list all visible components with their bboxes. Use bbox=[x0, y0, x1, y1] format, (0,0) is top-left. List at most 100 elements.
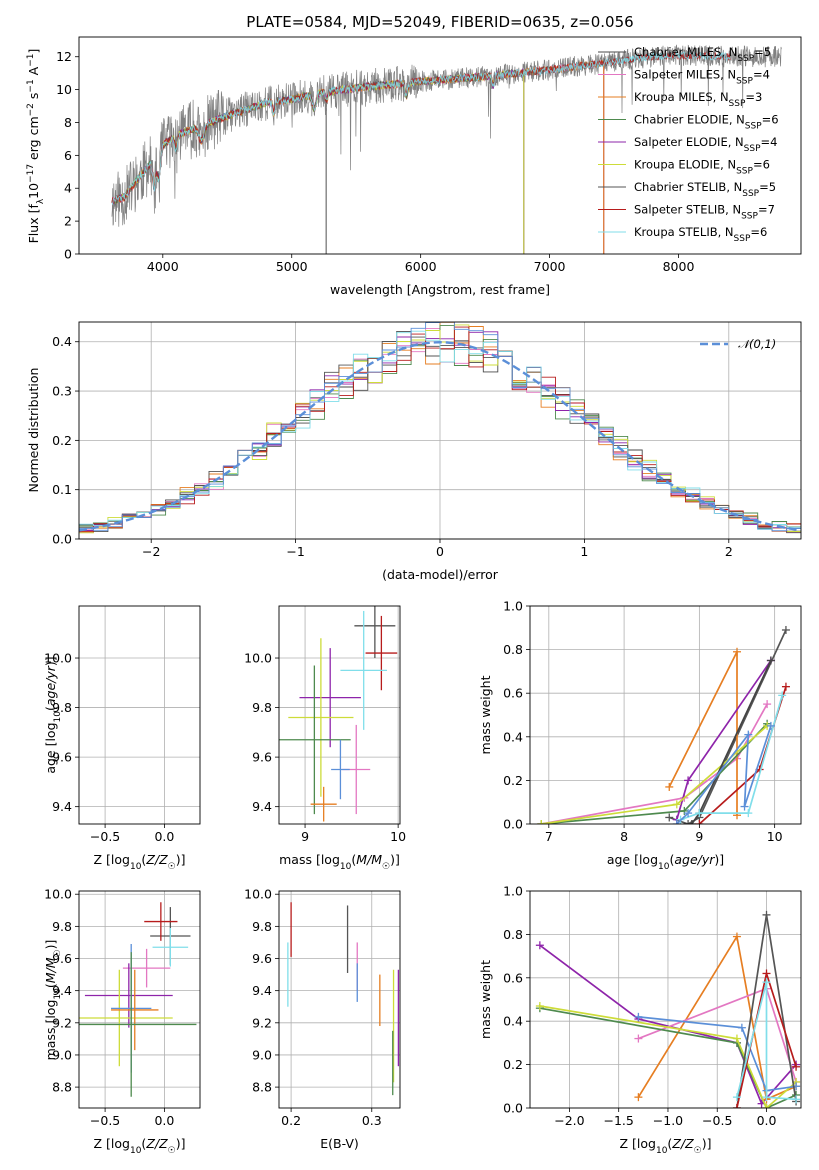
y-axis-label: mass weight bbox=[478, 960, 493, 1039]
massweight-vs-age-panel-plot bbox=[537, 625, 790, 824]
x-tick-label: −1.5 bbox=[604, 1113, 634, 1128]
y-tick-label: 9.6 bbox=[52, 951, 72, 966]
y-tick-label: 10.0 bbox=[44, 651, 72, 666]
y-tick-label: 8.8 bbox=[252, 1080, 272, 1095]
mass-vs-EBV-panel-plot bbox=[287, 902, 400, 1096]
x-tick-label: −2 bbox=[142, 544, 160, 559]
x-tick-label: 9 bbox=[301, 829, 309, 844]
y-tick-label: 0.0 bbox=[503, 817, 523, 832]
x-tick-label: 0.0 bbox=[154, 1113, 174, 1128]
y-tick-label: 9.0 bbox=[52, 1047, 72, 1062]
x-tick-label: −0.5 bbox=[90, 829, 120, 844]
y-tick-label: 9.2 bbox=[52, 1015, 72, 1030]
x-axis-label: Z [log10(Z/Z☉)] bbox=[94, 1136, 186, 1156]
x-tick-label: −1.0 bbox=[653, 1113, 683, 1128]
y-tick-label: 0.8 bbox=[503, 642, 523, 657]
y-tick-label: 9.6 bbox=[252, 951, 272, 966]
massweight-vs-Z-panel: −2.0 −1.5 −1.0 −0.5 0.0 0.0 0.2 0.4 0.6 0.8 1.0 Z [… bbox=[478, 884, 802, 1156]
massweight-vs-age-panel: 7 8 9 10 0.0 0.2 0.4 0.6 0.8 1.0 age [log10(age/yr… bbox=[478, 599, 802, 872]
y-axis-label: Flux [fλ10−17 erg cm−2 s−1 A−1] bbox=[26, 49, 46, 244]
y-tick-label: 9.4 bbox=[52, 983, 72, 998]
axes-frame bbox=[529, 605, 802, 825]
massweight-vs-Z-panel-plot bbox=[535, 910, 801, 1108]
x-tick-label: 7 bbox=[545, 829, 553, 844]
y-axis-label: age [log10(age/yr)] bbox=[43, 656, 63, 773]
legend-label: 𝒩(0,1) bbox=[738, 337, 776, 351]
axes-frame bbox=[278, 605, 401, 825]
model-fit-line bbox=[111, 50, 731, 206]
axes-frame bbox=[78, 321, 802, 540]
y-tick-label: 9.6 bbox=[252, 750, 272, 765]
legend-label: Kroupa STELIB, NSSP=6 bbox=[634, 225, 767, 244]
mass-weight-line bbox=[736, 981, 797, 1101]
x-tick-label: −0.5 bbox=[702, 1113, 732, 1128]
x-tick-label: 1 bbox=[580, 544, 588, 559]
y-tick-label: 9.0 bbox=[252, 1047, 272, 1062]
age-vs-Z-panel-plot bbox=[78, 589, 198, 857]
legend-label: Salpeter STELIB, NSSP=7 bbox=[634, 203, 775, 222]
y-tick-label: 0.6 bbox=[503, 686, 523, 701]
y-tick-label: 0.4 bbox=[52, 334, 72, 349]
axes-frame bbox=[78, 605, 201, 825]
mass-weight-line bbox=[541, 723, 768, 824]
y-tick-label: 9.2 bbox=[252, 1015, 272, 1030]
axes-frame bbox=[78, 890, 201, 1109]
y-axis-label: mass weight bbox=[478, 675, 493, 754]
mass-vs-Z-panel-plot bbox=[79, 902, 197, 1097]
x-tick-label: 9 bbox=[695, 829, 703, 844]
x-tick-label: 0.0 bbox=[154, 829, 174, 844]
normal-reference-curve bbox=[79, 340, 801, 532]
mass-weight-line bbox=[691, 660, 772, 824]
x-tick-label: −1 bbox=[286, 544, 304, 559]
y-tick-label: 1.0 bbox=[503, 884, 523, 899]
x-tick-label: 8 bbox=[620, 829, 628, 844]
spectrum-plot bbox=[111, 44, 782, 254]
y-tick-label: 1.0 bbox=[503, 599, 523, 614]
x-axis-label: Z [log10(Z/Z☉)] bbox=[620, 1136, 712, 1156]
y-tick-label: 10.0 bbox=[44, 887, 72, 902]
x-axis-label: wavelength [Angstrom, rest frame] bbox=[330, 282, 550, 297]
y-tick-label: 4 bbox=[64, 181, 72, 196]
y-tick-label: 9.4 bbox=[252, 799, 272, 814]
y-tick-label: 9.8 bbox=[252, 700, 272, 715]
legend-label: Salpeter MILES, NSSP=4 bbox=[634, 68, 770, 87]
y-tick-label: 9.4 bbox=[252, 983, 272, 998]
model-fit-line bbox=[111, 51, 731, 204]
y-tick-label: 0.1 bbox=[52, 482, 72, 497]
x-tick-label: 4000 bbox=[147, 259, 179, 274]
mass-vs-Z-panel: −0.5 0.0 8.8 9.0 9.2 9.4 9.6 9.8 10.0 Z [log10(Z/… bbox=[43, 887, 201, 1156]
y-tick-label: 9.8 bbox=[52, 919, 72, 934]
legend-label: Kroupa ELODIE, NSSP=6 bbox=[634, 158, 770, 177]
legend-label: Kroupa MILES, NSSP=3 bbox=[634, 90, 762, 109]
x-tick-label: 6000 bbox=[405, 259, 437, 274]
age-vs-Z-panel: −0.5 0.0 9.4 9.6 9.8 10.0 Z [log10(Z/Z☉)] age [… bbox=[43, 589, 201, 872]
x-tick-label: −0.5 bbox=[90, 1113, 120, 1128]
age-vs-mass-panel-plot bbox=[279, 606, 398, 822]
y-tick-label: 0.2 bbox=[52, 433, 72, 448]
x-axis-label: age [log10(age/yr)] bbox=[607, 852, 724, 872]
x-tick-label: 2 bbox=[725, 544, 733, 559]
x-axis-label: mass [log10(M/M☉)] bbox=[279, 852, 400, 872]
y-tick-label: 0.2 bbox=[503, 773, 523, 788]
y-tick-label: 9.6 bbox=[52, 750, 72, 765]
y-tick-label: 0.0 bbox=[503, 1101, 523, 1116]
y-tick-label: 0.8 bbox=[503, 927, 523, 942]
mass-weight-line bbox=[539, 1005, 797, 1108]
axes-frame bbox=[529, 890, 802, 1109]
y-tick-label: 12 bbox=[56, 49, 72, 64]
y-tick-label: 10.0 bbox=[244, 887, 272, 902]
legend-label: Chabrier ELODIE, NSSP=6 bbox=[634, 113, 779, 132]
y-tick-label: 10.0 bbox=[244, 651, 272, 666]
legend-label: Salpeter ELODIE, NSSP=4 bbox=[634, 135, 777, 154]
x-tick-label: 0.2 bbox=[281, 1113, 301, 1128]
mass-weight-line bbox=[541, 703, 768, 824]
y-tick-label: 0.6 bbox=[503, 970, 523, 985]
mass-weight-line bbox=[675, 660, 772, 820]
model-fit-line bbox=[111, 70, 524, 205]
y-axis-label: Normed distribution bbox=[26, 368, 41, 493]
x-axis-label: Z [log10(Z/Z☉)] bbox=[94, 852, 186, 872]
y-tick-label: 0.0 bbox=[52, 532, 72, 547]
y-tick-label: 10 bbox=[56, 82, 72, 97]
mass-weight-line bbox=[637, 934, 797, 1101]
y-tick-label: 9.4 bbox=[52, 799, 72, 814]
